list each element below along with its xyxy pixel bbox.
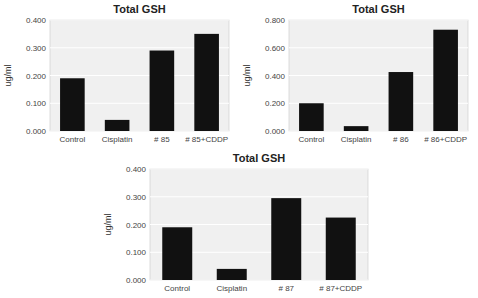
bar <box>194 34 219 131</box>
y-tick-label: 0.300 <box>26 44 47 53</box>
x-tick-label: Cisplatin <box>102 135 133 144</box>
plot-area <box>150 169 368 280</box>
bar <box>344 126 369 131</box>
bars <box>162 198 355 280</box>
x-tick-label: # 87+CDDP <box>319 284 362 293</box>
chart-panel: Total GSH ug/ml 0.000 0.200 0.400 0.600 0.800 C… <box>242 3 468 144</box>
y-tick-label: 0.200 <box>126 221 147 230</box>
y-tick-label: 0.600 <box>265 44 286 53</box>
bar <box>299 103 324 131</box>
x-tick-label: # 86 <box>393 135 409 144</box>
x-tick-label: # 85 <box>154 135 170 144</box>
x-tick-label: Cisplatin <box>216 284 247 293</box>
x-tick-label: Control <box>164 284 190 293</box>
grid-line <box>150 196 368 197</box>
bar <box>217 269 247 280</box>
bar <box>162 227 192 280</box>
chart-panel: Total GSH ug/ml 0.000 0.100 0.200 0.300 0.400 C… <box>103 152 368 293</box>
bar <box>105 120 130 131</box>
x-tick-label: # 85+CDDP <box>185 135 228 144</box>
y-tick-label: 0.100 <box>26 99 47 108</box>
y-tick-label: 0.400 <box>265 72 286 81</box>
x-tick-label: # 87 <box>278 284 294 293</box>
bar <box>326 218 356 280</box>
bar <box>271 198 301 280</box>
figure: Total GSH ug/ml 0.000 0.100 0.200 0.300 0.400 C… <box>0 0 478 298</box>
bar <box>433 30 458 131</box>
x-tick-label: Cisplatin <box>341 135 372 144</box>
bars <box>299 30 458 131</box>
page: {"chart_data": [ {"type": "bar", "title"… <box>0 0 478 298</box>
grid-line <box>289 20 468 21</box>
y-tick-label: 0.000 <box>265 127 286 136</box>
bar <box>389 72 414 131</box>
bar <box>150 51 175 131</box>
x-tick-label: Control <box>59 135 85 144</box>
plot-area <box>289 20 468 131</box>
chart-panel: Total GSH ug/ml 0.000 0.100 0.200 0.300 0.400 C… <box>3 3 229 144</box>
y-axis-label: ug/ml <box>103 213 113 235</box>
title: Total GSH <box>113 3 165 15</box>
title: Total GSH <box>352 3 404 15</box>
x-tick-label: # 86+CDDP <box>424 135 467 144</box>
plot-area <box>50 20 229 131</box>
y-axis-label: ug/ml <box>3 64 13 86</box>
y-tick-label: 0.400 <box>126 165 147 174</box>
y-tick-label: 0.100 <box>126 248 147 257</box>
y-tick-label: 0.800 <box>265 16 286 25</box>
y-tick-label: 0.400 <box>26 16 47 25</box>
grid-line <box>150 169 368 170</box>
bars <box>60 34 219 131</box>
title: Total GSH <box>233 152 285 164</box>
y-tick-label: 0.300 <box>126 193 147 202</box>
x-tick-label: Control <box>298 135 324 144</box>
y-tick-label: 0.200 <box>26 72 47 81</box>
y-axis-label: ug/ml <box>242 64 252 86</box>
y-tick-label: 0.000 <box>26 127 47 136</box>
bar <box>60 78 85 131</box>
y-tick-label: 0.200 <box>265 99 286 108</box>
y-tick-label: 0.000 <box>126 276 147 285</box>
grid-line <box>50 20 229 21</box>
